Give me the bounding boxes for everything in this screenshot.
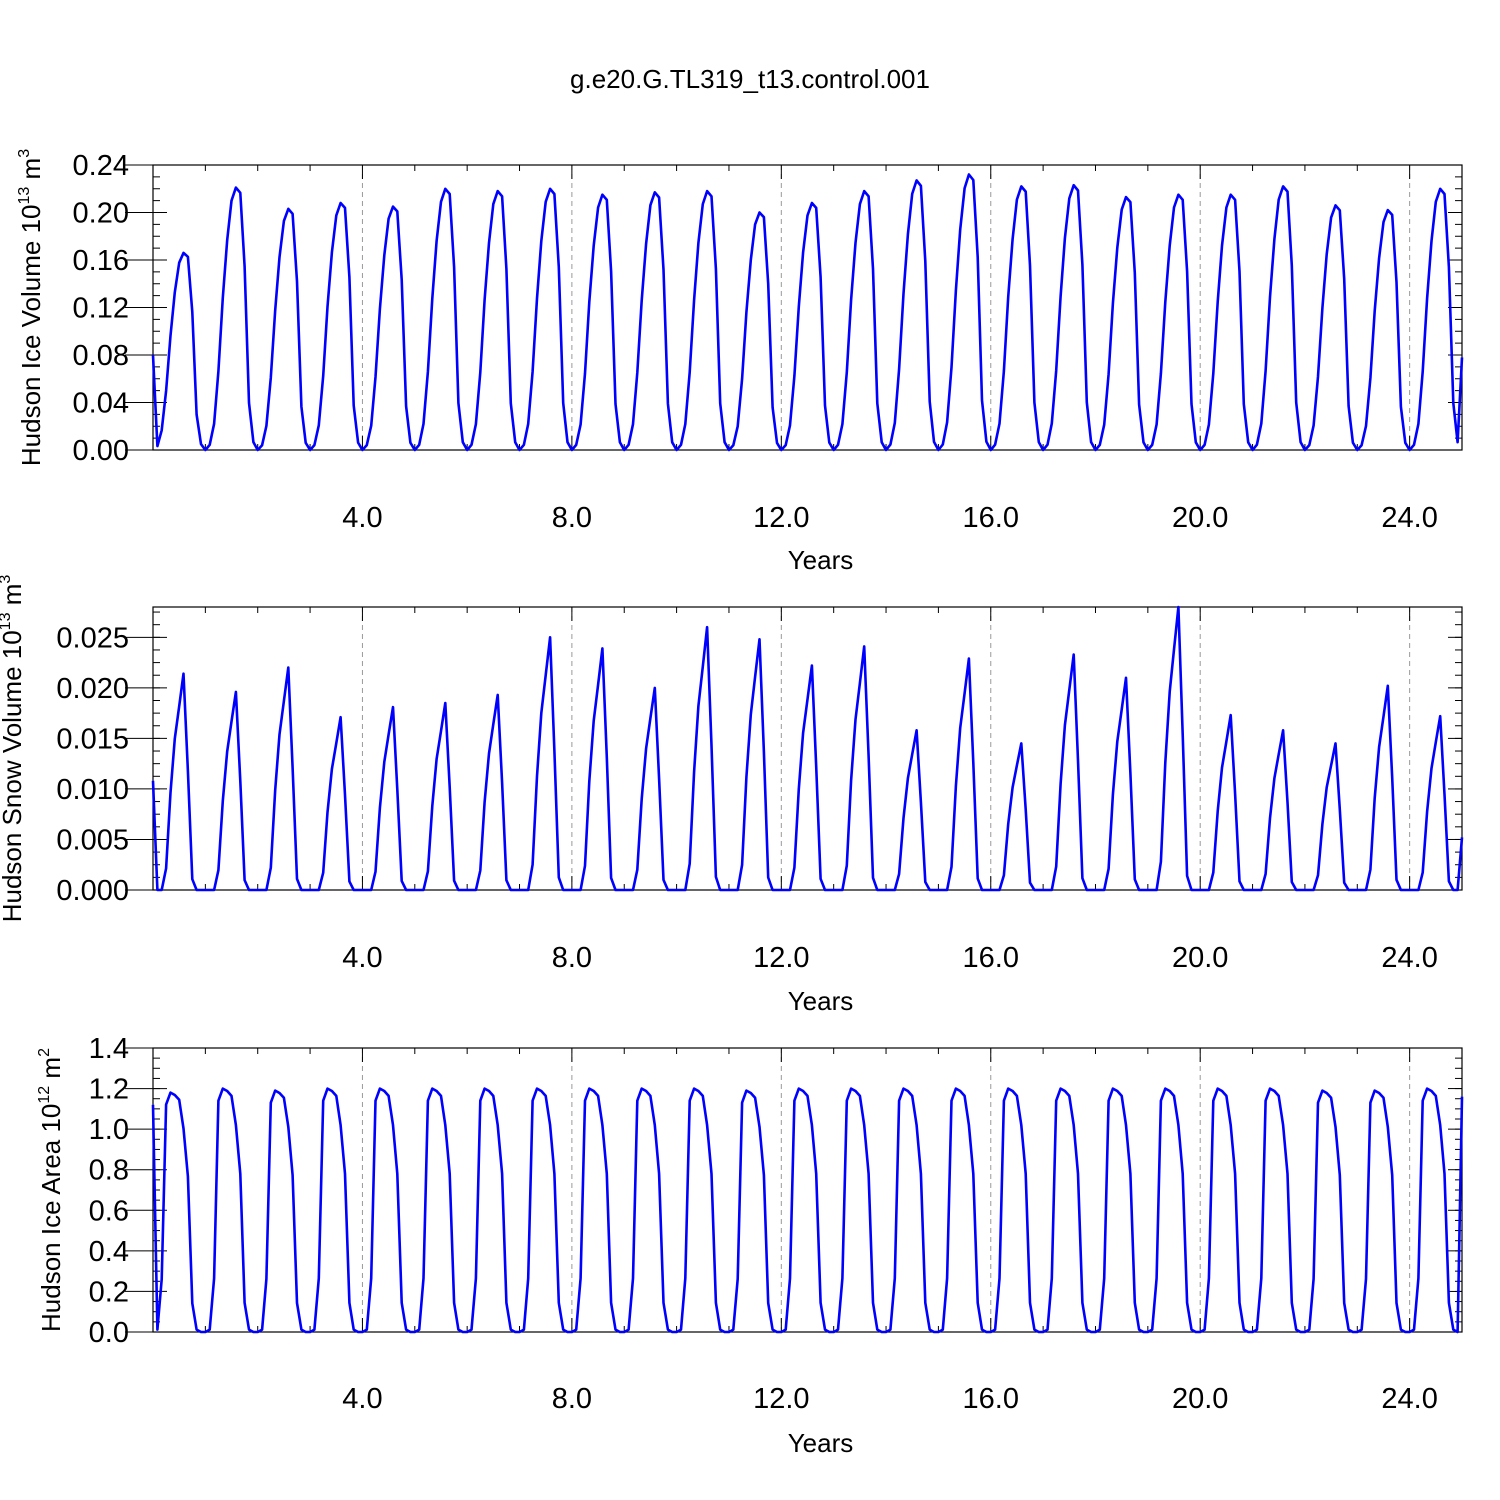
series-line xyxy=(151,1087,1464,1334)
y-tick-label: 0.020 xyxy=(56,673,129,705)
x-tick-label: 12.0 xyxy=(753,942,809,974)
plot-frame xyxy=(152,606,1463,891)
y-tick-label: 1.4 xyxy=(89,1033,129,1065)
y-tick-label: 0.12 xyxy=(73,293,129,325)
x-tick-label: 16.0 xyxy=(963,1383,1019,1415)
x-tick-label: 12.0 xyxy=(753,1383,809,1415)
y-tick-label: 0.015 xyxy=(56,723,129,755)
y-tick-label: 0.025 xyxy=(56,622,129,654)
y-tick-label: 0.08 xyxy=(73,340,129,372)
plot-frame xyxy=(152,164,1463,451)
y-tick-label: 0.010 xyxy=(56,774,129,806)
figure-title: g.e20.G.TL319_t13.control.001 xyxy=(570,64,930,94)
x-tick-label: 20.0 xyxy=(1172,502,1228,534)
y-tick-label: 0.000 xyxy=(56,875,129,907)
x-tick-label: 4.0 xyxy=(342,942,382,974)
x-tick-label: 20.0 xyxy=(1172,942,1228,974)
series-line xyxy=(151,605,1464,892)
y-axis-label: Hudson Snow Volume 1013 m3 xyxy=(0,575,27,923)
x-axis-label: Years xyxy=(788,986,854,1016)
y-tick-label: 0.20 xyxy=(73,198,129,230)
x-tick-label: 8.0 xyxy=(552,502,592,534)
y-tick-label: 0.16 xyxy=(73,245,129,277)
x-tick-label: 16.0 xyxy=(963,942,1019,974)
y-axis-label: Hudson Ice Area 1012 m2 xyxy=(36,1048,66,1332)
y-tick-label: 0.00 xyxy=(73,435,129,467)
x-axis-label: Years xyxy=(788,545,854,575)
series-line xyxy=(151,173,1464,452)
x-tick-label: 24.0 xyxy=(1381,1383,1437,1415)
y-tick-label: 1.0 xyxy=(89,1114,129,1146)
x-tick-label: 8.0 xyxy=(552,942,592,974)
x-tick-label: 12.0 xyxy=(753,502,809,534)
x-tick-label: 16.0 xyxy=(963,502,1019,534)
x-tick-label: 4.0 xyxy=(342,502,382,534)
plot-frame xyxy=(152,1047,1463,1333)
y-tick-label: 0.005 xyxy=(56,824,129,856)
y-tick-label: 0.2 xyxy=(89,1276,129,1308)
y-tick-label: 1.2 xyxy=(89,1074,129,1106)
chart-panel-1: 0.00 0.04 0.08 0.12 0.16 0.20 0.24 4.0 8.0 12.0 16… xyxy=(16,149,1464,575)
y-tick-label: 0.04 xyxy=(73,388,129,420)
x-tick-label: 8.0 xyxy=(552,1383,592,1415)
y-tick-label: 0.4 xyxy=(89,1236,129,1268)
chart-panel-2: 0.000 0.005 0.010 0.015 0.020 0.025 4.0 8.0 12.0… xyxy=(0,575,1464,1016)
y-axis-label: Hudson Ice Volume 1013 m3 xyxy=(16,149,46,466)
y-tick-label: 0.6 xyxy=(89,1195,129,1227)
x-axis-label: Years xyxy=(788,1428,854,1458)
x-tick-label: 24.0 xyxy=(1381,502,1437,534)
y-tick-label: 0.0 xyxy=(89,1317,129,1349)
chart-panel-3: 0.0 0.2 0.4 0.6 0.8 1.0 1.2 1.4 4.0 8.0 12.0 16.0 20… xyxy=(36,1033,1464,1458)
y-tick-label: 0.8 xyxy=(89,1155,129,1187)
y-tick-label: 0.24 xyxy=(73,150,129,182)
x-tick-label: 4.0 xyxy=(342,1383,382,1415)
x-tick-label: 24.0 xyxy=(1381,942,1437,974)
x-tick-label: 20.0 xyxy=(1172,1383,1228,1415)
